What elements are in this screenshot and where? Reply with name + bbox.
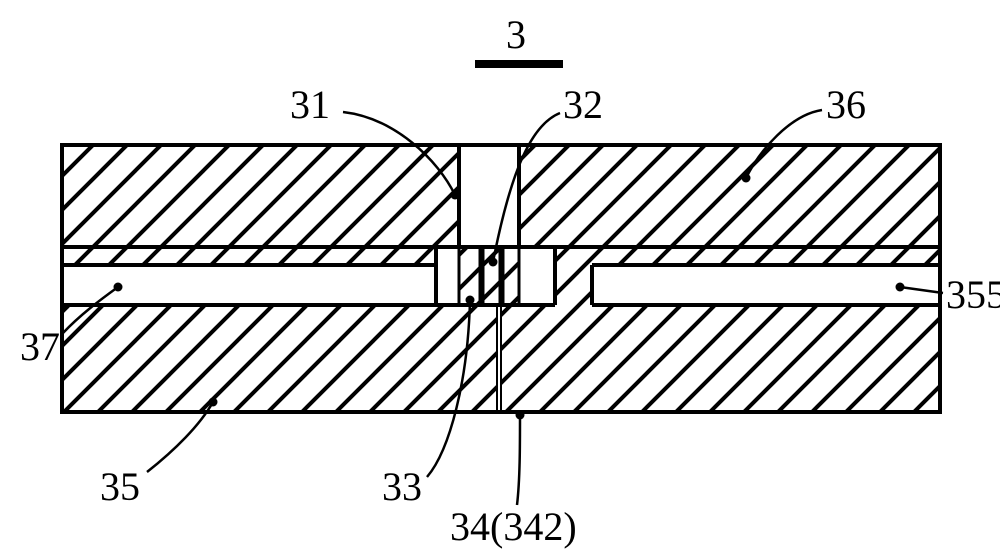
label-37: 37 — [20, 324, 60, 369]
leader-dot-36 — [742, 174, 751, 183]
label-3: 3 — [506, 12, 526, 57]
label-36: 36 — [826, 82, 866, 127]
leader-dot-32 — [489, 258, 498, 267]
leader-dot-31 — [451, 191, 460, 200]
cross-section-diagram: 3 31 32 36 355 37 35 33 34(342) — [0, 0, 1000, 554]
label-33: 33 — [382, 464, 422, 509]
leader-dot-35 — [209, 398, 218, 407]
leader-dot-37 — [114, 283, 123, 292]
leader-dot-34 — [516, 411, 525, 420]
label-32: 32 — [563, 82, 603, 127]
leader-dot-355 — [896, 283, 905, 292]
leader-dot-33 — [466, 296, 475, 305]
label-34: 34(342) — [450, 504, 577, 549]
label-35: 35 — [100, 464, 140, 509]
label-355: 355 — [946, 272, 1000, 317]
label-31: 31 — [290, 82, 330, 127]
leader-34 — [517, 415, 520, 505]
